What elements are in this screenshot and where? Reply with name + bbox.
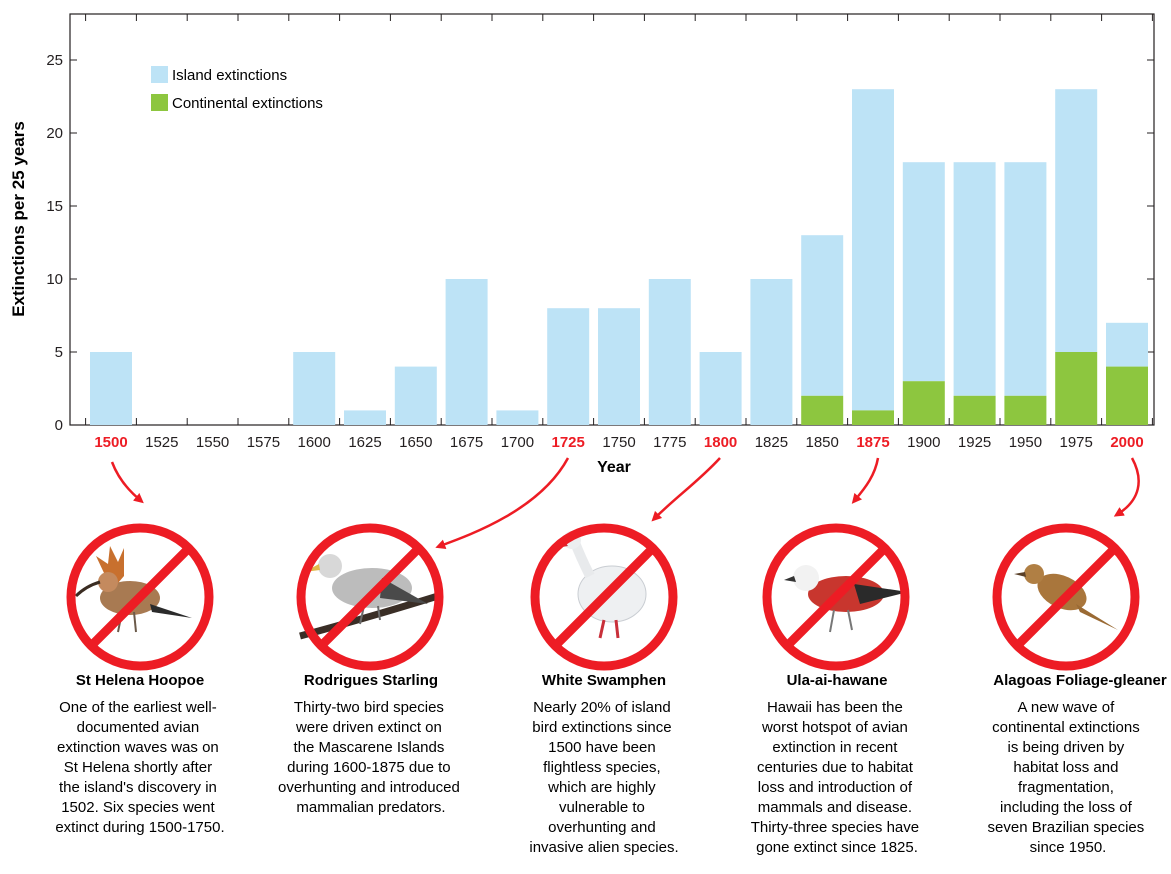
legend-swatch-island (151, 66, 168, 83)
bar-island-1675 (445, 279, 488, 425)
caption-swamphen: White Swamphen Nearly 20% of island bird… (529, 672, 678, 856)
x-tick-label-1650: 1650 (399, 434, 432, 451)
legend: Island extinctions Continental extinctio… (151, 66, 323, 112)
bird-name: White Swamphen (542, 672, 666, 689)
bar-island-1800 (699, 352, 742, 425)
bar-island-1775 (648, 279, 691, 425)
bird-name: Ula-ai-hawane (787, 672, 888, 689)
x-tick-label-1825: 1825 (755, 434, 788, 451)
bar-island-1650 (394, 366, 437, 425)
bar-continental-1925 (953, 395, 996, 425)
x-tick-label-1500: 1500 (94, 434, 127, 451)
x-axis-label: Year (597, 459, 631, 476)
arrow-1725 (435, 457, 570, 549)
prohibition-sign-5 (992, 523, 1140, 671)
y-axis-label: Extinctions per 25 years (9, 121, 28, 317)
bird-name: St Helena Hoopoe (76, 672, 204, 689)
x-tick-label-1700: 1700 (501, 434, 534, 451)
caption-hoopoe: St Helena Hoopoe One of the earliest wel… (55, 672, 224, 836)
x-tick-label-1675: 1675 (450, 434, 483, 451)
bar-island-1850 (801, 235, 844, 396)
bird-name: Rodrigues Starling (304, 672, 438, 689)
caption-starling: Rodrigues Starling Thirty-two bird speci… (278, 672, 464, 816)
x-tick-label-1850: 1850 (806, 434, 839, 451)
bird-captions: St Helena Hoopoe One of the earliest wel… (55, 672, 1166, 856)
x-tick-label-1775: 1775 (653, 434, 686, 451)
y-tick-label-20: 20 (46, 125, 63, 142)
y-tick-label-15: 15 (46, 198, 63, 215)
bar-continental-1950 (1004, 395, 1047, 425)
x-tick-label-1925: 1925 (958, 434, 991, 451)
bar-island-1600 (293, 352, 336, 425)
x-tick-label-1575: 1575 (247, 434, 280, 451)
bird-description: Nearly 20% of island bird extinctions si… (529, 699, 678, 856)
bird-description: One of the earliest well- documented avi… (55, 699, 224, 836)
bird-description: A new wave of continental extinctions is… (988, 699, 1149, 856)
bar-island-1825 (750, 279, 793, 425)
bar-island-1500 (90, 352, 132, 425)
bar-continental-2000 (1106, 366, 1148, 425)
bar-continental-1900 (902, 381, 945, 425)
x-tick-label-1900: 1900 (907, 434, 940, 451)
bar-island-1725 (547, 308, 590, 425)
bar-island-1950 (1004, 162, 1047, 396)
x-tick-label-1800: 1800 (704, 434, 737, 451)
y-tick-label-5: 5 (55, 344, 63, 361)
bar-continental-1875 (852, 410, 894, 425)
x-tick-label-1600: 1600 (298, 434, 331, 451)
axis-ticks (70, 14, 1154, 426)
bar-island-1900 (902, 162, 945, 382)
x-tick-label-1950: 1950 (1009, 434, 1042, 451)
x-tick-labels: 1500 1525 1550 1575 1600 1625 1650 1675 1700 1725… (94, 434, 1143, 451)
x-tick-label-1525: 1525 (145, 434, 178, 451)
x-tick-label-1550: 1550 (196, 434, 229, 451)
bar-island-1700 (496, 410, 539, 425)
bars (90, 89, 1148, 425)
prohibition-sign-1 (66, 523, 214, 671)
bar-island-1750 (598, 308, 640, 425)
y-tick-labels: 0 5 10 15 20 25 (46, 52, 63, 434)
arrow-1800 (651, 457, 721, 522)
arrows (110, 457, 1140, 549)
bar-island-1875 (852, 89, 894, 411)
bar-island-2000 (1106, 322, 1148, 367)
prohibition-sign-4 (762, 523, 910, 671)
caption-ula-ai-hawane: Ula-ai-hawane Hawaii has been the worst … (751, 672, 924, 856)
prohibition-sign-3 (530, 523, 678, 671)
bar-continental-1975 (1055, 352, 1098, 425)
bird-description: Thirty-two bird species were driven exti… (278, 699, 464, 816)
y-tick-label-25: 25 (46, 52, 63, 69)
x-tick-label-1750: 1750 (602, 434, 635, 451)
legend-label-continental: Continental extinctions (172, 95, 323, 112)
y-tick-label-10: 10 (46, 271, 63, 288)
prohibition-sign-2 (296, 523, 444, 671)
bird-icon-swamphen (556, 531, 647, 639)
arrow-1500 (110, 461, 144, 504)
x-tick-label-1875: 1875 (856, 434, 889, 451)
x-tick-label-1625: 1625 (348, 434, 381, 451)
bar-island-1975 (1055, 89, 1098, 352)
bar-continental-1850 (801, 395, 844, 425)
y-tick-label-0: 0 (55, 417, 63, 434)
arrow-1875 (851, 457, 880, 504)
bird-description: Hawaii has been the worst hotspot of avi… (751, 699, 924, 856)
x-tick-label-2000: 2000 (1110, 434, 1143, 451)
legend-swatch-continental (151, 94, 168, 111)
bar-island-1925 (953, 162, 996, 396)
bird-name: Alagoas Foliage-gleaner (993, 672, 1167, 689)
arrow-2000 (1113, 457, 1140, 517)
x-tick-label-1975: 1975 (1060, 434, 1093, 451)
bar-island-1625 (344, 410, 386, 425)
legend-label-island: Island extinctions (172, 67, 287, 84)
caption-foliage-gleaner: Alagoas Foliage-gleaner A new wave of co… (988, 672, 1167, 856)
x-tick-label-1725: 1725 (552, 434, 585, 451)
bird-icon-ula-ai-hawane (784, 565, 908, 633)
